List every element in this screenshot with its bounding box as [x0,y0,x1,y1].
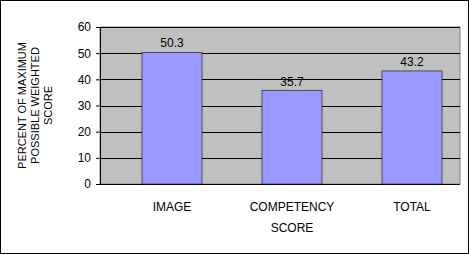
data-label: 43.2 [400,55,424,69]
x-tick-label: IMAGE [153,200,192,214]
y-axis-title-line: SCORE [42,86,54,125]
x-tick-label: TOTAL [393,200,431,214]
grid-line [100,27,460,28]
data-label: 50.3 [160,36,184,50]
y-tick-label: 50 [78,47,92,61]
x-axis-line [100,184,460,185]
y-axis-line [100,28,101,185]
y-tick-mark [96,106,100,107]
grid-line [100,184,460,185]
y-axis-title-line: PERCENT OF MAXIMUM [16,42,28,169]
y-tick-label: 30 [78,99,92,113]
y-tick-label: 20 [78,125,92,139]
x-tick: IMAGE [153,184,192,214]
y-tick-mark [96,53,100,54]
y-axis-title: PERCENT OF MAXIMUMPOSSIBLE WEIGHTEDSCORE [16,42,54,169]
x-tick: COMPETENCY [250,184,335,214]
data-labels: 50.3 35.7 43.2 [160,36,424,88]
y-tick: 10 [78,151,100,165]
y-tick-label: 0 [84,177,91,191]
y-tick-label: 60 [78,20,92,34]
y-tick-mark [96,27,100,28]
y-tick-label: 40 [78,73,92,87]
bar [142,52,202,184]
y-tick: 50 [78,47,100,61]
plot-background [100,27,460,184]
bars [142,52,442,184]
x-tick-label: COMPETENCY [250,200,335,214]
y-tick: 20 [78,125,100,139]
chart-container: 50.3 35.7 43.2 0 10 20 30 40 50 60 IMAGE COMPETENCY… [0,0,469,254]
y-tick: 60 [78,20,100,34]
x-axis: IMAGE COMPETENCY TOTAL [153,184,431,214]
y-axis-title-line: POSSIBLE WEIGHTED [29,47,41,164]
y-tick-mark [96,158,100,159]
x-axis-title: SCORE [271,221,314,235]
y-tick-mark [96,132,100,133]
x-tick: TOTAL [393,184,431,214]
y-tick: 40 [78,73,100,87]
data-label: 35.7 [280,75,304,89]
bar [262,91,322,184]
chart-svg: 50.3 35.7 43.2 0 10 20 30 40 50 60 IMAGE COMPETENCY… [0,0,469,254]
y-axis: 0 10 20 30 40 50 60 [78,20,101,191]
y-tick: 30 [78,99,100,113]
y-tick-mark [96,184,100,185]
grid [100,28,460,185]
y-tick: 0 [84,177,100,191]
bar [382,71,442,184]
y-tick-label: 10 [78,151,92,165]
y-tick-mark [96,79,100,80]
chart-border [1,1,469,254]
